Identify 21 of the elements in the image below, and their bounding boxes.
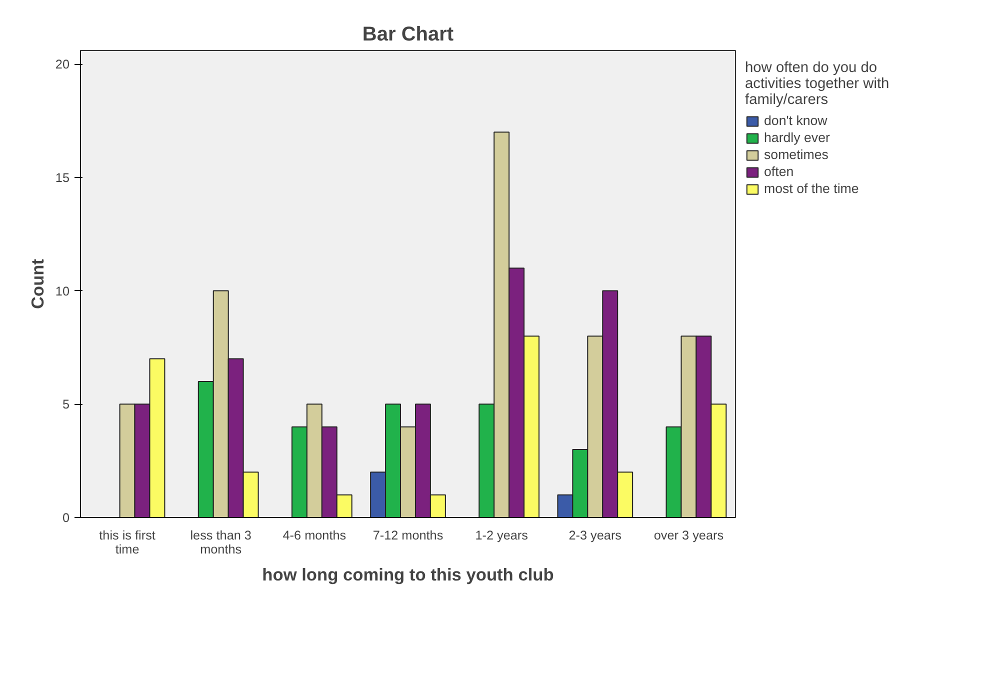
y-tick-label: 0 — [62, 511, 70, 525]
x-tick-label: 7-12 months — [372, 528, 444, 542]
legend-label: don't know — [764, 113, 828, 128]
x-tick-label: over 3 years — [654, 528, 724, 542]
y-tick-label: 20 — [55, 58, 70, 72]
legend-label: often — [764, 164, 794, 179]
x-tick-label: 2-3 years — [568, 528, 622, 542]
legend-label: sometimes — [764, 147, 828, 162]
x-tick-label: this is first time — [99, 528, 156, 556]
legend-label: hardly ever — [764, 130, 830, 145]
x-tick-label: 4-6 months — [282, 528, 346, 542]
y-axis-title: Count — [27, 258, 48, 310]
legend-title: how often do you do activities together with family/carers — [745, 60, 890, 108]
legend-label: most of the time — [764, 181, 859, 196]
y-tick-label: 5 — [62, 398, 70, 412]
chart-title: Bar Chart — [362, 24, 454, 46]
x-tick-label: 1-2 years — [475, 528, 528, 542]
x-axis-title: how long coming to this youth club — [262, 564, 554, 584]
x-tick-label: less than 3 months — [190, 528, 252, 556]
y-tick-label: 10 — [55, 284, 70, 298]
y-tick-label: 15 — [55, 170, 70, 185]
